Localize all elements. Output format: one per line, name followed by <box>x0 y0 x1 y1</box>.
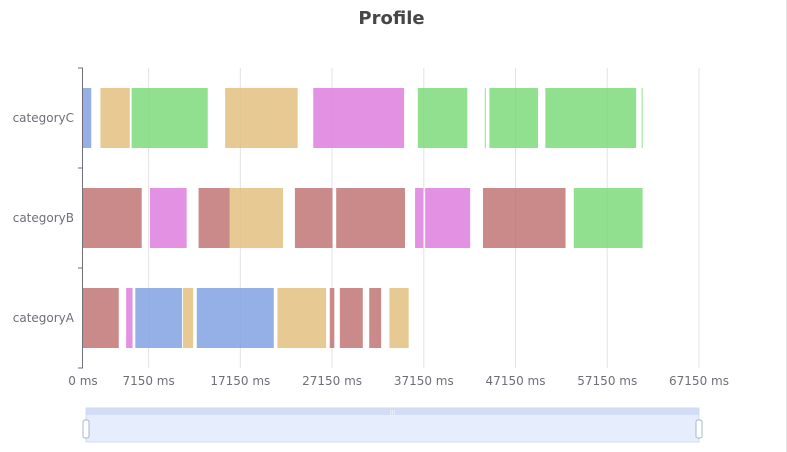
axes: categoryA categoryB categoryC 0 ms 7150 ms 17… <box>13 67 729 388</box>
timeline-bar[interactable] <box>277 288 327 348</box>
timeline-bar[interactable] <box>182 288 194 348</box>
chart-title: Profile <box>358 8 425 29</box>
x-axis-label: 0 ms <box>68 374 97 388</box>
timeline-bar[interactable] <box>545 88 637 148</box>
timeline-bar[interactable] <box>489 88 539 148</box>
timeline-bar[interactable] <box>336 188 405 248</box>
timeline-bar[interactable] <box>369 288 382 348</box>
zoom-grip-icon[interactable]: ||| <box>390 410 395 416</box>
y-axis-label: categoryA <box>13 311 75 325</box>
timeline-bar[interactable] <box>484 88 486 148</box>
timeline-bar[interactable] <box>339 288 363 348</box>
timeline-bar[interactable] <box>482 188 566 248</box>
timeline-bar[interactable] <box>389 288 409 348</box>
timeline-bar[interactable] <box>83 88 92 148</box>
x-axis-label: 47150 ms <box>486 374 546 388</box>
timeline-bar[interactable] <box>135 288 183 348</box>
timeline-bar[interactable] <box>83 288 119 348</box>
zoom-handle[interactable] <box>695 419 703 439</box>
x-axis-label: 57150 ms <box>577 374 637 388</box>
timeline-bar[interactable] <box>196 288 274 348</box>
y-axis-label: categoryC <box>13 111 74 125</box>
timeline-bar[interactable] <box>415 188 424 248</box>
timeline-bar[interactable] <box>417 88 468 148</box>
x-axis-label: 37150 ms <box>394 374 454 388</box>
y-axis-label: categoryB <box>13 211 74 225</box>
timeline-bar[interactable] <box>83 188 142 248</box>
timeline-bar[interactable] <box>131 88 208 148</box>
data-zoom-slider[interactable]: ||| <box>82 407 703 443</box>
timeline-bar[interactable] <box>225 88 298 148</box>
timeline-bar[interactable] <box>573 188 643 248</box>
timeline-bar[interactable] <box>425 188 471 248</box>
timeline-bar[interactable] <box>641 88 643 148</box>
timeline-bar[interactable] <box>126 288 133 348</box>
x-axis-label: 67150 ms <box>669 374 729 388</box>
timeline-bar[interactable] <box>198 188 230 248</box>
timeline-bar[interactable] <box>329 288 335 348</box>
x-axis-label: 27150 ms <box>302 374 362 388</box>
timeline-bar[interactable] <box>294 188 333 248</box>
zoom-handle[interactable] <box>82 419 90 439</box>
timeline-bar[interactable] <box>229 188 283 248</box>
timeline-bar[interactable] <box>100 88 130 148</box>
x-axis-label: 17150 ms <box>210 374 270 388</box>
bars-layer <box>83 88 643 348</box>
x-axis-label: 7150 ms <box>122 374 174 388</box>
timeline-bar[interactable] <box>149 188 187 248</box>
timeline-bar[interactable] <box>313 88 405 148</box>
zoom-move-bar[interactable] <box>86 408 699 415</box>
